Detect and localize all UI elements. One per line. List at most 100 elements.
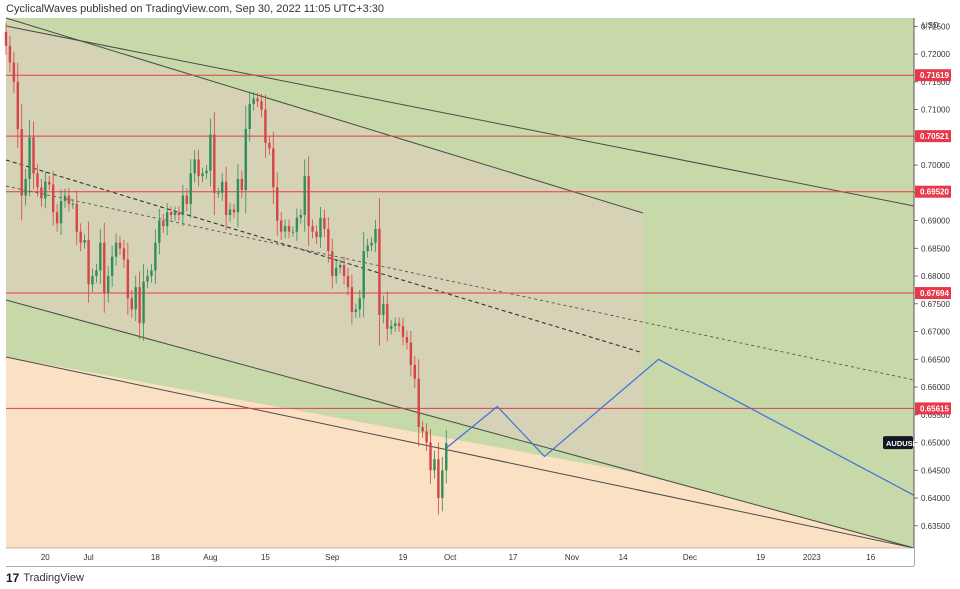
candle-body <box>323 217 326 229</box>
x-tick-label-10: 14 <box>619 553 628 562</box>
candle-body <box>213 134 216 193</box>
level-tag-label-0: 0.71619 <box>920 71 949 80</box>
candle-body <box>8 45 12 63</box>
candle-body <box>433 459 436 471</box>
x-tick-label-6: 19 <box>399 553 408 562</box>
x-tick-label-11: Dec <box>683 553 697 562</box>
candle-body <box>193 159 196 174</box>
candle-body <box>260 101 263 110</box>
candle-body <box>48 181 51 185</box>
candle-body <box>441 470 444 499</box>
candle-body <box>362 251 365 299</box>
y-tick-label-12: 0.66500 <box>921 355 950 364</box>
level-tag-label-1: 0.70521 <box>920 132 949 141</box>
candle-body <box>36 173 39 188</box>
time-axis-background <box>0 548 914 566</box>
candle-body <box>103 242 106 293</box>
symbol-tag <box>883 436 913 450</box>
candle-body <box>405 337 409 343</box>
candle-body <box>319 217 322 238</box>
candle-body <box>44 181 47 199</box>
candle-body <box>59 201 63 224</box>
candle-body <box>445 443 448 471</box>
candle-body <box>165 212 169 227</box>
candle-body <box>67 195 71 204</box>
y-tick-label-5: 0.70000 <box>921 161 950 170</box>
candle-body <box>173 212 177 216</box>
y-tick-label-17: 0.64000 <box>921 494 950 503</box>
candle-body <box>413 364 416 379</box>
level-tag-label-3: 0.67694 <box>920 289 949 298</box>
candle-body <box>374 228 377 243</box>
candle-body <box>55 212 59 224</box>
candle-body <box>390 326 393 329</box>
candle-body <box>130 298 133 310</box>
candle-body <box>16 81 19 129</box>
candle-body <box>209 134 212 171</box>
candle-body <box>256 98 259 102</box>
candle-body <box>158 220 161 243</box>
candle-body <box>264 109 267 143</box>
candle-body <box>386 303 389 329</box>
candle-body <box>291 231 295 233</box>
candle-body <box>240 178 244 191</box>
y-tick-label-13: 0.66000 <box>921 383 950 392</box>
inner-upper-trendline <box>5 17 644 214</box>
candle-body <box>417 378 420 428</box>
candle-body <box>315 231 318 238</box>
x-tick-label-1: Jul <box>83 553 93 562</box>
candle-body <box>99 242 102 271</box>
x-tick-label-3: Aug <box>203 553 217 562</box>
candle-body <box>87 239 90 285</box>
level-tag-0 <box>915 69 951 82</box>
candle-body <box>370 242 373 246</box>
x-tick-label-0: 20 <box>41 553 50 562</box>
level-tag-2 <box>915 185 951 198</box>
candle-body <box>24 178 27 196</box>
candle-body <box>346 276 350 288</box>
candle-body <box>429 442 432 471</box>
y-tick-label-11: 0.67000 <box>921 328 950 337</box>
candle-body <box>268 142 271 149</box>
candle-body <box>272 148 275 188</box>
candle-body <box>252 98 255 105</box>
publish-info: CyclicalWaves published on TradingView.c… <box>6 3 384 15</box>
candle-body <box>122 248 126 260</box>
candle-body <box>311 226 314 232</box>
candle-body <box>150 270 153 277</box>
candle-body <box>366 245 369 252</box>
x-tick-label-4: 15 <box>261 553 270 562</box>
y-tick-label-9: 0.68000 <box>921 272 950 281</box>
candle-body <box>91 276 94 285</box>
x-tick-label-2: 18 <box>151 553 160 562</box>
candle-body <box>20 128 23 196</box>
y-tick-label-3: 0.71000 <box>921 106 950 115</box>
candle-body <box>114 242 118 257</box>
candle-body <box>425 431 428 443</box>
y-tick-label-7: 0.69000 <box>921 217 950 226</box>
tradingview-logo: 17 <box>6 571 20 585</box>
candle-body <box>299 215 303 218</box>
candle-body <box>28 137 31 179</box>
candle-body <box>134 287 137 310</box>
candle-body <box>162 220 165 227</box>
level-tag-4 <box>915 402 951 415</box>
candle-body <box>83 239 86 243</box>
y-tick-label-14: 0.65500 <box>921 411 950 420</box>
consolidation-zone <box>6 21 643 472</box>
candle-body <box>334 267 338 277</box>
candle-body <box>95 270 98 277</box>
level-tag-1 <box>915 130 951 143</box>
candle-body <box>342 264 346 277</box>
x-tick-label-7: Oct <box>444 553 457 562</box>
candle-body <box>40 187 43 199</box>
candle-body <box>110 256 114 277</box>
candle-body <box>220 181 224 193</box>
candle-body <box>354 309 358 313</box>
candle-body <box>71 203 75 205</box>
candle-body <box>338 264 342 268</box>
candle-body <box>205 170 208 174</box>
candle-body <box>154 242 157 271</box>
upper-channel-line <box>5 25 915 207</box>
